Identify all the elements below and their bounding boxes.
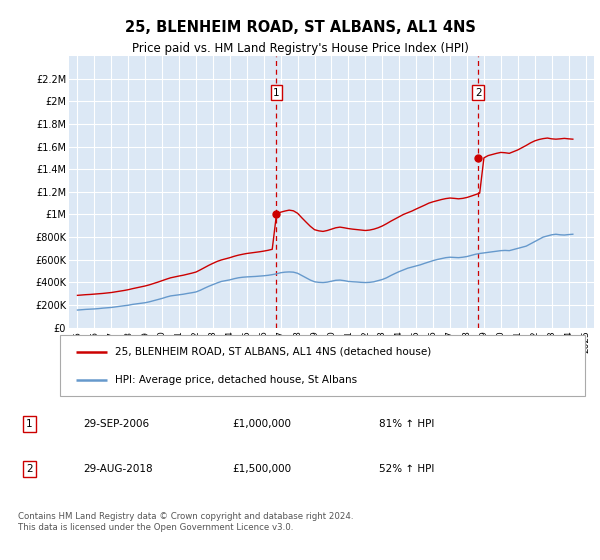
Text: 25, BLENHEIM ROAD, ST ALBANS, AL1 4NS (detached house): 25, BLENHEIM ROAD, ST ALBANS, AL1 4NS (d… xyxy=(115,347,431,357)
Text: Price paid vs. HM Land Registry's House Price Index (HPI): Price paid vs. HM Land Registry's House … xyxy=(131,42,469,55)
Text: HPI: Average price, detached house, St Albans: HPI: Average price, detached house, St A… xyxy=(115,375,357,385)
Text: £1,500,000: £1,500,000 xyxy=(232,464,292,474)
Text: £1,000,000: £1,000,000 xyxy=(232,419,292,429)
Text: 29-AUG-2018: 29-AUG-2018 xyxy=(83,464,152,474)
Text: 25, BLENHEIM ROAD, ST ALBANS, AL1 4NS: 25, BLENHEIM ROAD, ST ALBANS, AL1 4NS xyxy=(125,20,475,35)
Text: 2: 2 xyxy=(475,88,482,97)
Text: 1: 1 xyxy=(273,88,280,97)
Text: Contains HM Land Registry data © Crown copyright and database right 2024.
This d: Contains HM Land Registry data © Crown c… xyxy=(18,512,353,532)
Text: 1: 1 xyxy=(26,419,32,429)
Text: 29-SEP-2006: 29-SEP-2006 xyxy=(83,419,149,429)
Text: 81% ↑ HPI: 81% ↑ HPI xyxy=(379,419,434,429)
Text: 2: 2 xyxy=(26,464,32,474)
FancyBboxPatch shape xyxy=(60,335,585,396)
Text: 52% ↑ HPI: 52% ↑ HPI xyxy=(379,464,434,474)
